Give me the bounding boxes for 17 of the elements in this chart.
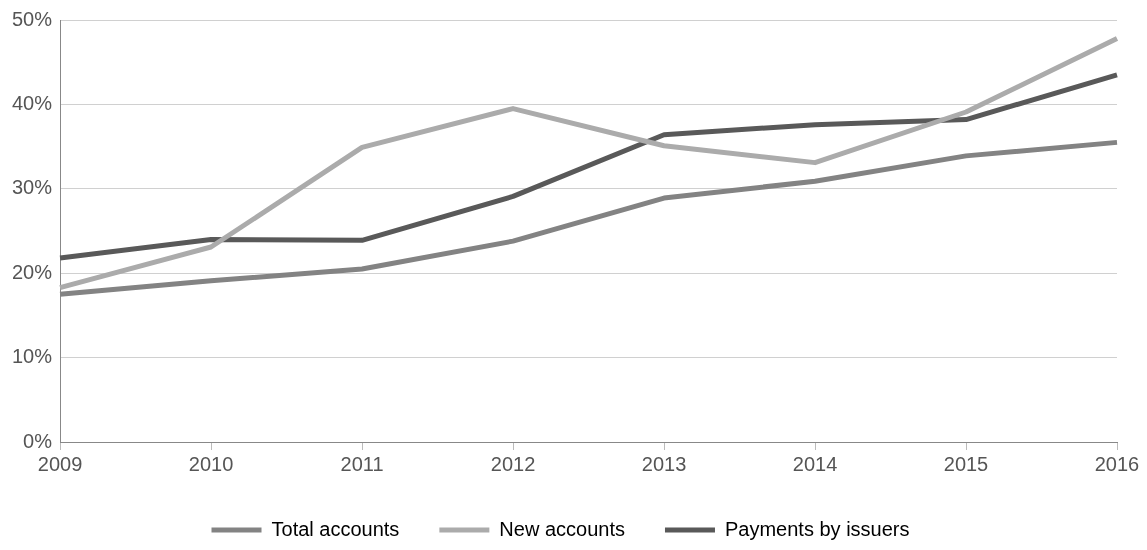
x-tick-label: 2016 bbox=[1094, 452, 1140, 475]
x-tick-label: 2015 bbox=[943, 452, 989, 475]
x-tick-label: 2013 bbox=[641, 452, 687, 475]
x-tick-label: 2014 bbox=[792, 452, 838, 475]
x-tick-label: 2010 bbox=[188, 452, 234, 475]
y-tick-label: 30% bbox=[12, 176, 53, 199]
legend-label: Payments by issuers bbox=[724, 517, 910, 540]
x-tick-label: 2009 bbox=[37, 452, 83, 475]
x-tick-label: 2011 bbox=[340, 452, 384, 475]
legend-label: New accounts bbox=[499, 517, 625, 540]
y-tick-label: 0% bbox=[23, 429, 53, 452]
y-tick-label: 50% bbox=[12, 7, 53, 30]
x-tick-label: 2012 bbox=[490, 452, 536, 475]
legend-label: Total accounts bbox=[271, 517, 400, 540]
y-tick-label: 40% bbox=[12, 91, 53, 114]
y-tick-label: 10% bbox=[12, 345, 53, 368]
y-tick-label: 20% bbox=[12, 260, 53, 283]
